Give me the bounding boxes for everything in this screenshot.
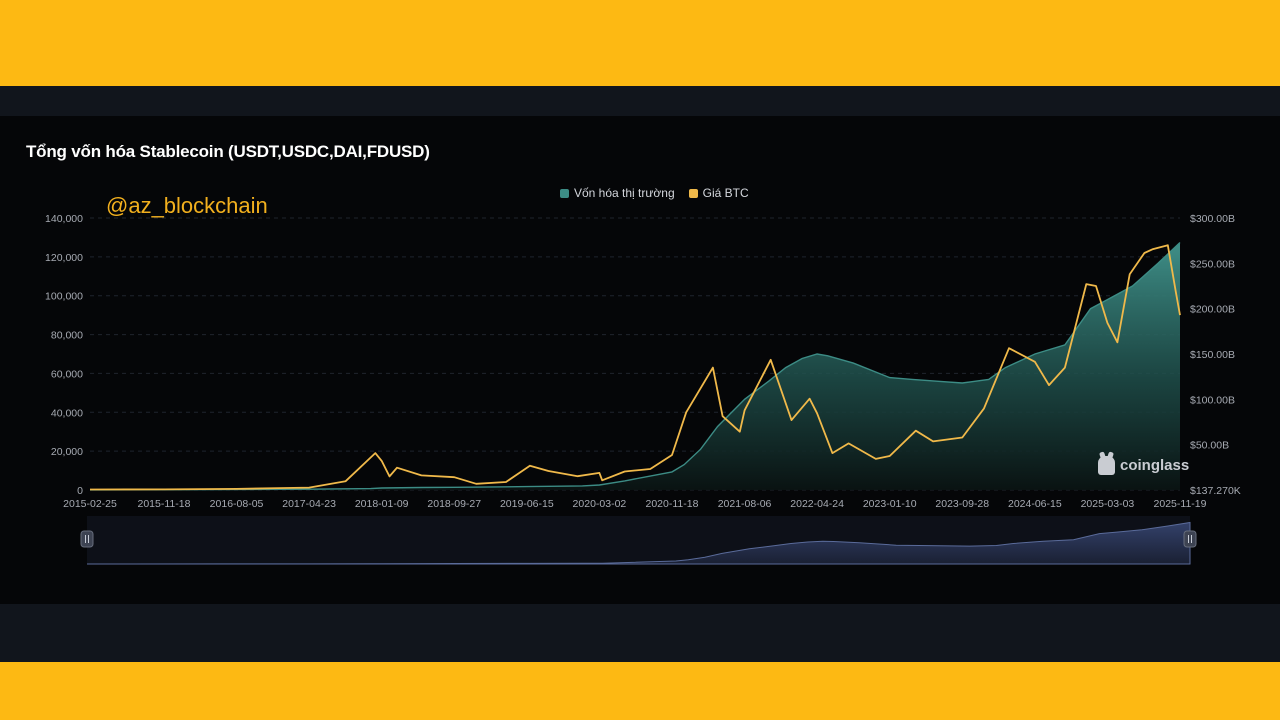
y-right-tick-label: $150.00B — [1190, 349, 1235, 361]
x-tick-label: 2025-11-19 — [1154, 498, 1207, 510]
x-tick-label: 2022-04-24 — [790, 498, 844, 510]
y-right-tick-label: $250.00B — [1190, 258, 1235, 270]
x-tick-label: 2018-01-09 — [355, 498, 409, 510]
x-tick-label: 2020-11-18 — [646, 498, 699, 510]
btc-price-line — [89, 244, 1181, 491]
navigator-series — [86, 521, 1191, 565]
navigator-handle-right-body — [1183, 530, 1197, 548]
top-band — [0, 86, 1280, 116]
marketcap-area — [90, 242, 1180, 490]
brand-label: coinglass — [1120, 457, 1190, 474]
x-tick-label: 2020-03-02 — [573, 498, 627, 510]
y-right-tick-label: $137.270K — [1190, 485, 1241, 497]
watermark: @az_blockchain — [106, 193, 268, 218]
x-tick-label: 2023-09-28 — [935, 498, 989, 510]
page-title: Tổng vốn hóa Stablecoin (USDT,USDC,DAI,F… — [26, 142, 430, 161]
coinglass-icon — [1098, 456, 1115, 475]
y-left-tick-label: 100,000 — [45, 291, 83, 303]
y-right-tick-label: $200.00B — [1190, 304, 1235, 316]
x-tick-label: 2024-06-15 — [1008, 498, 1062, 510]
chart-svg: 2015-02-25 2015-11-18 2016-08-05 2017-04-23… — [45, 213, 1241, 565]
y-right-tick-label: $50.00B — [1190, 440, 1229, 452]
bottom-band — [0, 604, 1280, 662]
x-tick-label: 2015-02-25 — [63, 498, 117, 510]
chart-panel: Tổng vốn hóa Stablecoin (USDT,USDC,DAI,F… — [0, 116, 1280, 604]
coinglass-logo: coinglass — [1098, 456, 1189, 475]
legend-item-marketcap[interactable]: Vốn hóa thị trường — [560, 186, 675, 200]
y-left-tick-label: 120,000 — [45, 252, 83, 264]
navigator-handle-left[interactable] — [80, 530, 94, 548]
x-tick-label: 2021-08-06 — [718, 498, 772, 510]
y-left-tick-label: 60,000 — [51, 368, 83, 380]
y-right-tick-label: $300.00B — [1190, 213, 1235, 225]
x-tick-label: 2018-09-27 — [427, 498, 481, 510]
x-tick-label: 2023-01-10 — [863, 498, 917, 510]
legend-item-btc[interactable]: Giá BTC — [688, 186, 749, 200]
chart-legend: Vốn hóa thị trường Giá BTC — [560, 186, 749, 200]
marketcap-line — [89, 241, 1181, 491]
marketcap-swatch — [560, 188, 569, 198]
x-tick-label: 2017-04-23 — [282, 498, 336, 510]
legend-label-btc: Giá BTC — [702, 186, 749, 200]
navigator-handle-left-body — [80, 530, 94, 548]
x-tick-label: 2016-08-05 — [210, 498, 264, 510]
x-tick-label: 2015-11-18 — [137, 498, 190, 510]
navigator-handle-right[interactable] — [1183, 530, 1197, 548]
y-left-tick-label: 0 — [77, 485, 83, 497]
y-right-tick-label: $100.00B — [1190, 394, 1235, 406]
x-tick-label: 2025-03-03 — [1081, 498, 1135, 510]
legend-label-marketcap: Vốn hóa thị trường — [574, 186, 675, 200]
y-left-tick-label: 20,000 — [51, 446, 83, 458]
y-left-tick-label: 80,000 — [51, 330, 83, 342]
x-tick-label: 2019-06-15 — [500, 498, 554, 510]
btc-swatch — [688, 188, 698, 198]
y-left-tick-label: 140,000 — [45, 213, 83, 225]
y-left-tick-label: 40,000 — [51, 407, 83, 419]
